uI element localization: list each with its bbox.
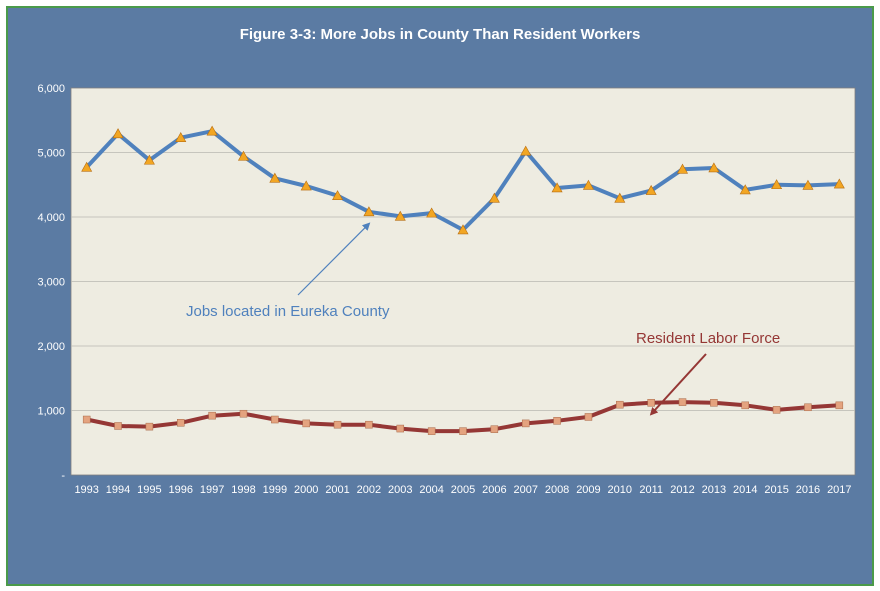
x-tick-label: 2013 — [702, 484, 726, 496]
y-tick-label: - — [61, 470, 65, 482]
x-tick-label: 1996 — [169, 484, 193, 496]
data-point — [208, 411, 216, 420]
data-point — [300, 180, 312, 191]
data-point — [177, 419, 185, 427]
data-point — [551, 182, 563, 193]
data-point — [81, 161, 93, 172]
data-point — [332, 190, 344, 201]
data-point — [490, 425, 499, 433]
x-tick-label: 2009 — [576, 484, 600, 496]
data-point — [427, 427, 436, 435]
data-point — [835, 401, 844, 410]
data-point — [553, 417, 561, 425]
x-tick-label: 2006 — [482, 484, 506, 496]
data-point — [802, 179, 814, 190]
data-point — [582, 179, 594, 190]
data-point — [112, 128, 124, 139]
data-point — [771, 179, 783, 190]
data-point — [459, 427, 467, 435]
x-tick-label: 1994 — [106, 484, 130, 496]
data-point — [394, 210, 406, 221]
x-tick-label: 2007 — [513, 484, 537, 496]
x-tick-label: 2015 — [764, 484, 788, 496]
data-point — [488, 192, 500, 203]
data-point — [521, 419, 530, 428]
x-tick-label: 2016 — [796, 484, 820, 496]
data-point — [520, 145, 532, 156]
data-point — [365, 420, 373, 429]
data-point — [206, 125, 218, 136]
y-tick-label: 2,000 — [37, 341, 65, 353]
data-point — [82, 415, 91, 424]
data-point — [363, 206, 375, 217]
data-point — [677, 163, 689, 174]
data-point — [175, 132, 187, 142]
data-point — [333, 420, 342, 429]
x-tick-label: 1995 — [137, 484, 161, 496]
y-tick-label: 6,000 — [37, 83, 65, 95]
x-tick-label: 2011 — [639, 484, 663, 496]
data-point — [741, 401, 749, 410]
x-tick-label: 2012 — [670, 484, 694, 496]
x-tick-label: 2005 — [451, 484, 475, 496]
x-tick-label: 2003 — [388, 484, 412, 496]
data-point — [302, 419, 310, 428]
data-point — [739, 184, 751, 195]
data-point — [145, 422, 154, 431]
data-point — [647, 399, 655, 407]
data-point — [710, 399, 718, 407]
data-point — [833, 178, 845, 189]
data-point — [114, 422, 122, 430]
x-tick-label: 2002 — [357, 484, 381, 496]
annotation-label: Jobs located in Eureka County — [186, 303, 390, 320]
x-tick-label: 2010 — [608, 484, 632, 496]
x-tick-label: 2004 — [419, 484, 443, 496]
data-point — [616, 400, 624, 409]
x-tick-label: 1997 — [200, 484, 224, 496]
data-point — [584, 413, 593, 421]
data-point — [457, 224, 469, 235]
data-point — [237, 150, 249, 161]
x-tick-label: 1993 — [74, 484, 98, 496]
y-tick-label: 5,000 — [37, 148, 65, 160]
data-point — [143, 154, 155, 165]
annotation-arrow — [649, 353, 707, 416]
data-point — [239, 409, 248, 418]
y-tick-label: 1,000 — [37, 406, 65, 418]
y-tick-label: 3,000 — [37, 277, 65, 289]
annotation-arrow — [297, 222, 371, 296]
data-point — [645, 184, 657, 195]
data-point — [614, 192, 626, 203]
x-tick-label: 2014 — [733, 484, 757, 496]
x-tick-label: 1998 — [231, 484, 255, 496]
chart-title: Figure 3-3: More Jobs in County Than Res… — [239, 26, 641, 43]
data-point — [772, 406, 781, 414]
x-tick-label: 1999 — [263, 484, 287, 496]
annotation-label: Resident Labor Force — [636, 330, 780, 347]
x-tick-label: 2008 — [545, 484, 569, 496]
x-tick-label: 2000 — [294, 484, 318, 496]
y-tick-label: 4,000 — [37, 212, 65, 224]
data-point — [396, 424, 405, 433]
data-point — [271, 415, 279, 424]
data-point — [678, 398, 687, 406]
data-point — [426, 207, 438, 218]
data-point — [269, 172, 281, 183]
x-tick-label: 2017 — [827, 484, 851, 496]
data-point — [804, 403, 812, 412]
x-tick-label: 2001 — [325, 484, 349, 496]
data-point — [708, 162, 720, 173]
